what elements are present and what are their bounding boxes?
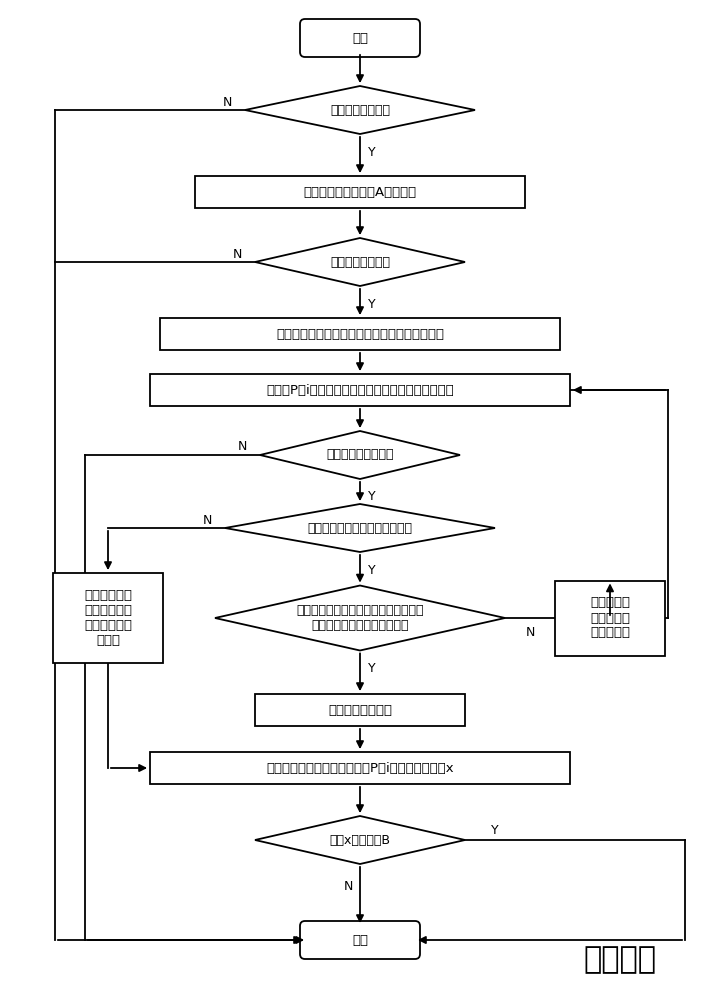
Polygon shape xyxy=(255,816,465,864)
Text: Y: Y xyxy=(491,824,499,836)
Text: N: N xyxy=(343,880,353,892)
Bar xyxy=(150,752,570,784)
Text: N: N xyxy=(526,626,535,639)
Text: 物理机P（i）上的虚拟机按硬件配置从低到高排成表: 物理机P（i）上的虚拟机按硬件配置从低到高排成表 xyxy=(266,383,454,396)
FancyBboxPatch shape xyxy=(300,921,420,959)
Polygon shape xyxy=(255,238,465,286)
Polygon shape xyxy=(260,431,460,479)
Text: 是否在节能模式下: 是否在节能模式下 xyxy=(330,104,390,116)
Text: 性能调度: 性能调度 xyxy=(583,946,657,974)
Text: 该虚拟机是否在特定虚拟机组中: 该虚拟机是否在特定虚拟机组中 xyxy=(307,522,412,534)
Text: N: N xyxy=(203,514,212,526)
Text: 将该虚拟迁移
到物理机列表
中排首位的物
理机上: 将该虚拟迁移 到物理机列表 中排首位的物 理机上 xyxy=(84,589,132,647)
Bar xyxy=(195,176,525,208)
Polygon shape xyxy=(215,585,505,650)
Bar xyxy=(160,318,560,350)
Text: N: N xyxy=(232,247,242,260)
Text: 剩下的物理机按调度因素的值从小到大排序成表: 剩下的物理机按调度因素的值从小到大排序成表 xyxy=(276,328,444,340)
Text: 结束: 结束 xyxy=(352,934,368,946)
Text: 开始: 开始 xyxy=(352,31,368,44)
Text: 不迁移，将
该虚拟机从
列表中删除: 不迁移，将 该虚拟机从 列表中删除 xyxy=(590,596,630,640)
Text: Y: Y xyxy=(368,298,376,310)
Bar xyxy=(255,694,465,726)
Text: N: N xyxy=(222,96,231,108)
Bar xyxy=(53,573,163,663)
Text: Y: Y xyxy=(368,564,376,576)
Text: Y: Y xyxy=(368,490,376,504)
Polygon shape xyxy=(245,86,475,134)
Bar xyxy=(555,580,665,656)
Text: 将虚拟机迁移过去: 将虚拟机迁移过去 xyxy=(328,704,392,716)
Text: 去掉调度因素值小于A的物理机: 去掉调度因素值小于A的物理机 xyxy=(304,186,417,198)
Text: 获取排首位的虚拟机: 获取排首位的虚拟机 xyxy=(326,448,394,462)
Text: Y: Y xyxy=(368,145,376,158)
Text: 完成迁移后，重新采集物理机P（i）的调度因素值x: 完成迁移后，重新采集物理机P（i）的调度因素值x xyxy=(266,762,454,774)
Text: 能否在物理机列表中按顺序找到第一台
在对应特定节点组中的物理机: 能否在物理机列表中按顺序找到第一台 在对应特定节点组中的物理机 xyxy=(296,604,424,632)
Text: Y: Y xyxy=(368,662,376,675)
Text: N: N xyxy=(237,440,247,454)
Text: 是否有剩余物理机: 是否有剩余物理机 xyxy=(330,255,390,268)
FancyBboxPatch shape xyxy=(300,19,420,57)
Text: 判断x是否大于B: 判断x是否大于B xyxy=(329,834,391,846)
Polygon shape xyxy=(225,504,495,552)
Bar xyxy=(150,374,570,406)
